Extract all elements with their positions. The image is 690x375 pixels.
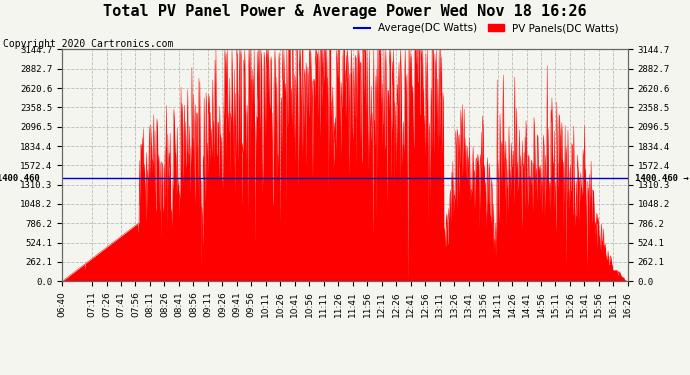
Text: ← 1400.460: ← 1400.460 [0,174,39,183]
Legend: Average(DC Watts), PV Panels(DC Watts): Average(DC Watts), PV Panels(DC Watts) [351,19,622,38]
Text: Copyright 2020 Cartronics.com: Copyright 2020 Cartronics.com [3,39,174,50]
Text: Total PV Panel Power & Average Power Wed Nov 18 16:26: Total PV Panel Power & Average Power Wed… [104,4,586,19]
Text: 1400.460 →: 1400.460 → [635,174,689,183]
